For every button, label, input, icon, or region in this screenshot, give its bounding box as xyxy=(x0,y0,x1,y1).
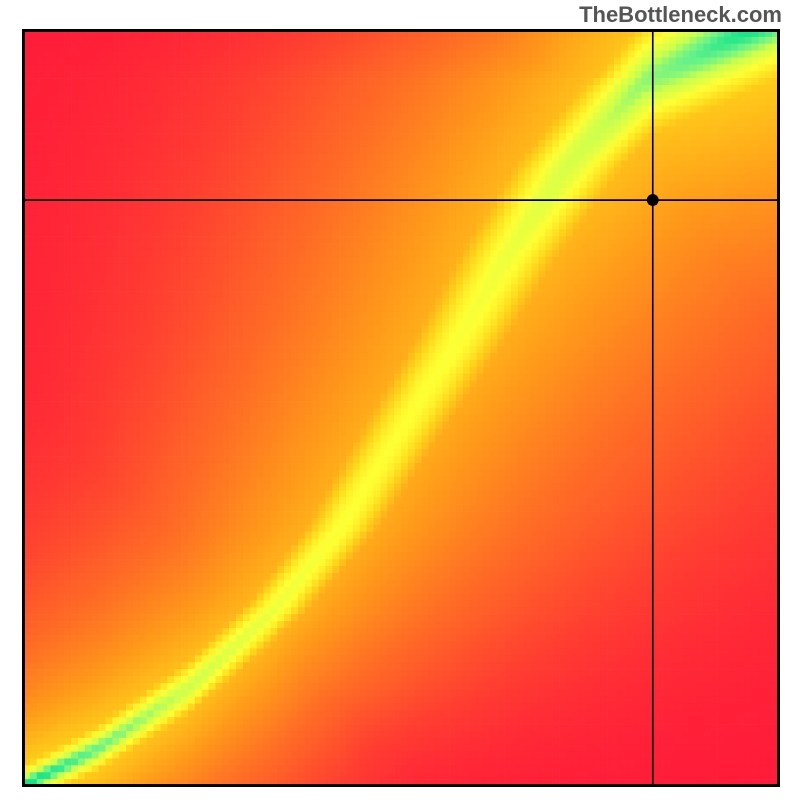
bottleneck-heatmap xyxy=(0,0,800,800)
watermark-text: TheBottleneck.com xyxy=(579,2,782,28)
figure-container: TheBottleneck.com xyxy=(0,0,800,800)
